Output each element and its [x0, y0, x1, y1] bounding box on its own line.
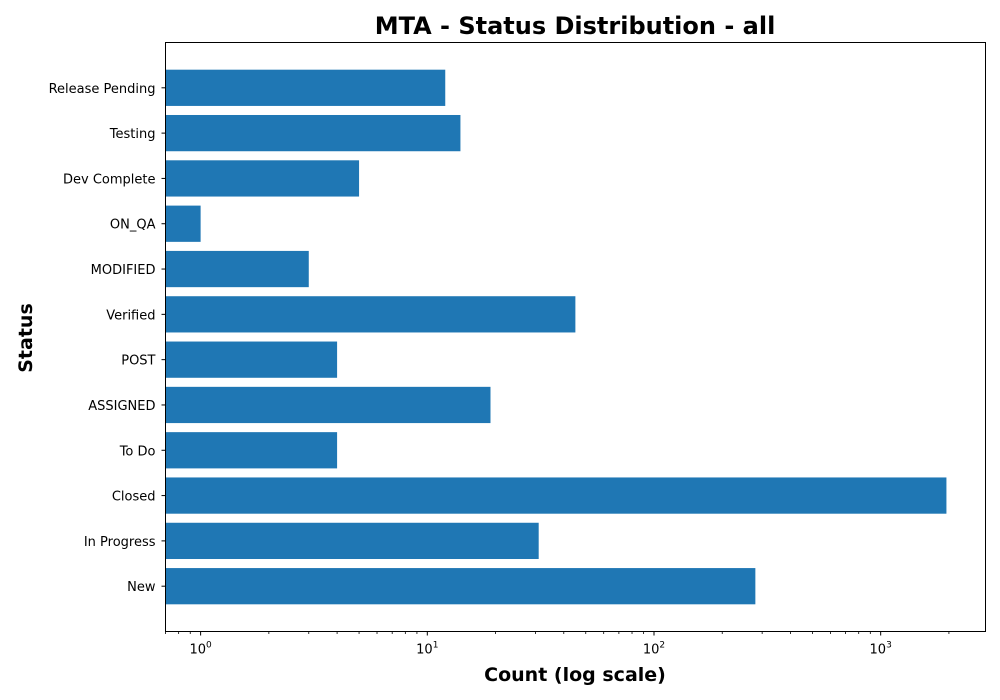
- chart-title: MTA - Status Distribution - all: [375, 12, 776, 40]
- y-tick-label-assigned: ASSIGNED: [88, 399, 155, 414]
- x-axis: 100 101 102 103: [165, 631, 950, 658]
- y-tick-label-on-qa: ON_QA: [110, 218, 156, 233]
- bar-release-pending: [165, 69, 446, 106]
- bar-dev-complete: [165, 160, 360, 197]
- y-axis: New In Progress Closed To Do ASSIGNED POST Ver…: [49, 82, 166, 595]
- bar-on-qa: [165, 205, 201, 242]
- x-tick-label: 100: [189, 641, 212, 658]
- bar-in-progress: [165, 522, 539, 560]
- bar-verified: [165, 296, 576, 333]
- bar-closed: [165, 477, 947, 514]
- y-tick-label-closed: Closed: [112, 490, 156, 505]
- y-axis-label: Status: [15, 303, 37, 373]
- x-axis-label: Count (log scale): [484, 664, 666, 686]
- y-tick-label-post: POST: [121, 354, 155, 369]
- y-tick-label-release-pending: Release Pending: [49, 82, 156, 97]
- y-tick-label-verified: Verified: [106, 308, 155, 323]
- y-tick-label-new: New: [127, 580, 156, 595]
- plot-frame: [165, 42, 986, 632]
- x-tick-label: 103: [870, 641, 892, 658]
- x-tick-label: 102: [643, 641, 665, 658]
- bar-post: [165, 341, 338, 378]
- bar-assigned: [165, 386, 491, 424]
- bar-modified: [165, 250, 309, 288]
- y-tick-label-testing: Testing: [109, 127, 156, 142]
- bars-group: [165, 69, 947, 605]
- bar-new: [165, 568, 756, 605]
- bar-testing: [165, 114, 461, 152]
- y-tick-label-dev-complete: Dev Complete: [63, 172, 156, 187]
- bar-to-do: [165, 432, 338, 469]
- x-tick-label: 101: [416, 641, 438, 658]
- y-tick-label-modified: MODIFIED: [91, 263, 156, 278]
- y-tick-label-in-progress: In Progress: [84, 535, 156, 550]
- y-tick-label-to-do: To Do: [119, 444, 156, 459]
